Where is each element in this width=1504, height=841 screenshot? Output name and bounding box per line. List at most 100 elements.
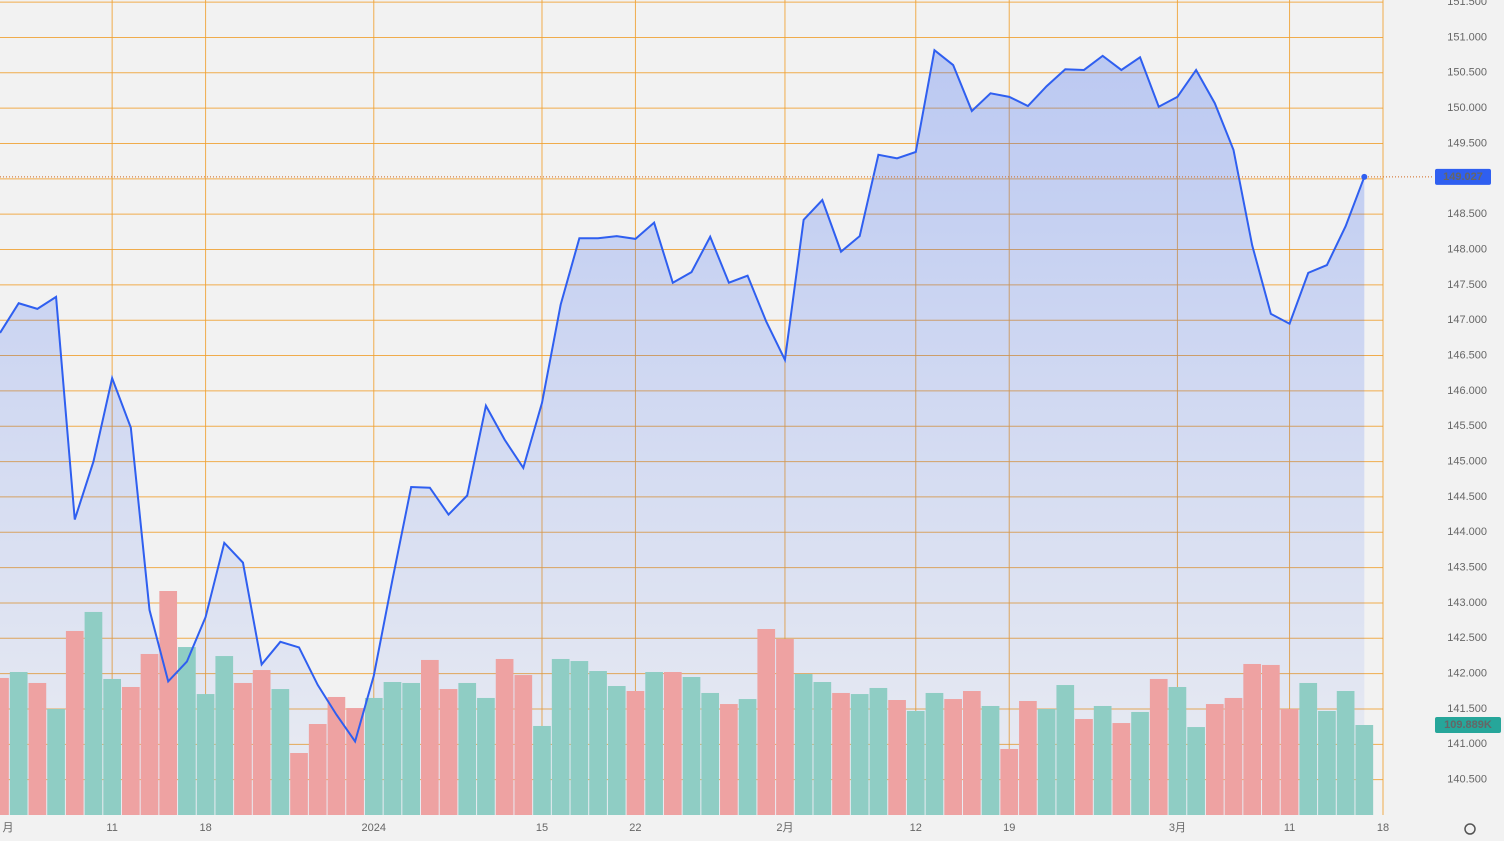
volume-bar (327, 696, 346, 815)
volume-bar (103, 678, 121, 815)
volume-bar (981, 705, 1000, 815)
volume-bar (850, 694, 869, 815)
volume-bar (645, 672, 663, 815)
volume-bar (196, 694, 215, 815)
x-tick-label: 3月 (1169, 822, 1186, 834)
volume-bar (1299, 682, 1318, 815)
volume-bar (402, 682, 421, 815)
volume-bar (551, 658, 570, 815)
volume-bar (663, 672, 682, 815)
y-tick-label: 150.000 (1447, 102, 1487, 114)
volume-bar (439, 689, 458, 815)
volume-bar (1149, 678, 1168, 815)
volume-bar (65, 630, 84, 815)
x-tick-label: 月 (3, 822, 14, 834)
volume-bar (720, 704, 738, 815)
volume-bar (364, 697, 383, 815)
volume-bar (159, 591, 178, 815)
volume-bar (47, 709, 65, 815)
volume-bar (888, 700, 906, 815)
volume-bar (1355, 725, 1374, 815)
volume-bar (477, 697, 495, 815)
volume-bar (776, 638, 794, 815)
volume-bar (290, 753, 308, 815)
x-tick-label: 18 (1377, 822, 1389, 834)
volume-bar (252, 670, 271, 815)
y-tick-label: 141.000 (1447, 738, 1487, 750)
volume-bar (458, 682, 477, 815)
y-tick-label: 148.500 (1447, 208, 1487, 220)
volume-bar (178, 647, 196, 815)
price-badge-label: 149.027 (1443, 171, 1483, 183)
x-tick-label: 12 (910, 822, 922, 834)
volume-bar (28, 682, 47, 815)
volume-badge-label: 109.889K (1444, 719, 1492, 731)
y-tick-label: 142.500 (1447, 632, 1487, 644)
volume-bar (1056, 685, 1075, 815)
price-badge (1435, 168, 1491, 185)
y-tick-label: 144.000 (1447, 526, 1487, 538)
volume-bar (757, 629, 776, 815)
volume-bar (1280, 709, 1299, 815)
volume-bar (1168, 686, 1187, 815)
volume-bar (1037, 709, 1056, 815)
area-fill (0, 50, 1365, 816)
y-tick-label: 141.500 (1447, 703, 1487, 715)
y-tick-label: 151.500 (1447, 0, 1487, 8)
y-tick-label: 151.000 (1447, 31, 1487, 43)
volume-bar (421, 659, 439, 815)
volume-bar (121, 686, 140, 815)
volume-bar (944, 699, 962, 815)
volume-bar (738, 699, 757, 815)
y-tick-label: 145.000 (1447, 455, 1487, 467)
volume-bar (383, 681, 402, 815)
volume-bar (1336, 691, 1355, 815)
volume-bar (140, 653, 159, 815)
y-tick-label: 150.500 (1447, 67, 1487, 79)
volume-bar (589, 671, 607, 815)
volume-bar (682, 676, 701, 815)
price-line (0, 48, 1366, 744)
volume-bar (1000, 748, 1019, 815)
volume-bar (570, 661, 589, 815)
x-tick-label: 15 (536, 822, 548, 834)
x-tick-label: 11 (106, 822, 117, 834)
y-tick-label: 143.500 (1447, 562, 1487, 574)
x-tick-label: 2024 (362, 822, 386, 834)
volume-bar (1093, 705, 1112, 815)
volume-bar (271, 689, 290, 815)
volume-bar (1205, 704, 1224, 815)
y-tick-label: 147.000 (1447, 314, 1487, 326)
y-tick-label: 140.500 (1447, 774, 1487, 786)
volume-bar (813, 681, 832, 815)
volume-bar (533, 725, 551, 815)
x-tick-label: 18 (199, 822, 211, 834)
x-tick-label: 2月 (776, 822, 793, 834)
volume-bar (1243, 663, 1262, 815)
y-tick-label: 143.000 (1447, 597, 1487, 609)
volume-bar (514, 675, 533, 815)
volume-bar (1318, 710, 1336, 815)
volume-bar (495, 658, 514, 815)
volume-bar (308, 724, 327, 815)
last-point (1361, 173, 1368, 180)
volume-bar (925, 692, 944, 815)
volume-bar (701, 692, 720, 815)
volume-bar (1112, 723, 1131, 815)
volume-bar (234, 682, 252, 815)
volume-bar (9, 672, 28, 815)
volume-bar (1224, 697, 1243, 815)
volume-bar (794, 673, 813, 815)
volume-bar (1131, 711, 1149, 815)
settings-icon[interactable] (1464, 823, 1476, 835)
y-tick-label: 144.500 (1447, 491, 1487, 503)
volume-bar (1019, 700, 1037, 815)
volume-bar (906, 710, 925, 815)
volume-badge (1435, 717, 1501, 734)
y-tick-label: 149.500 (1447, 137, 1487, 149)
volume-bar (1075, 719, 1093, 815)
volume-bar (346, 708, 364, 815)
volume-bar (869, 687, 888, 815)
